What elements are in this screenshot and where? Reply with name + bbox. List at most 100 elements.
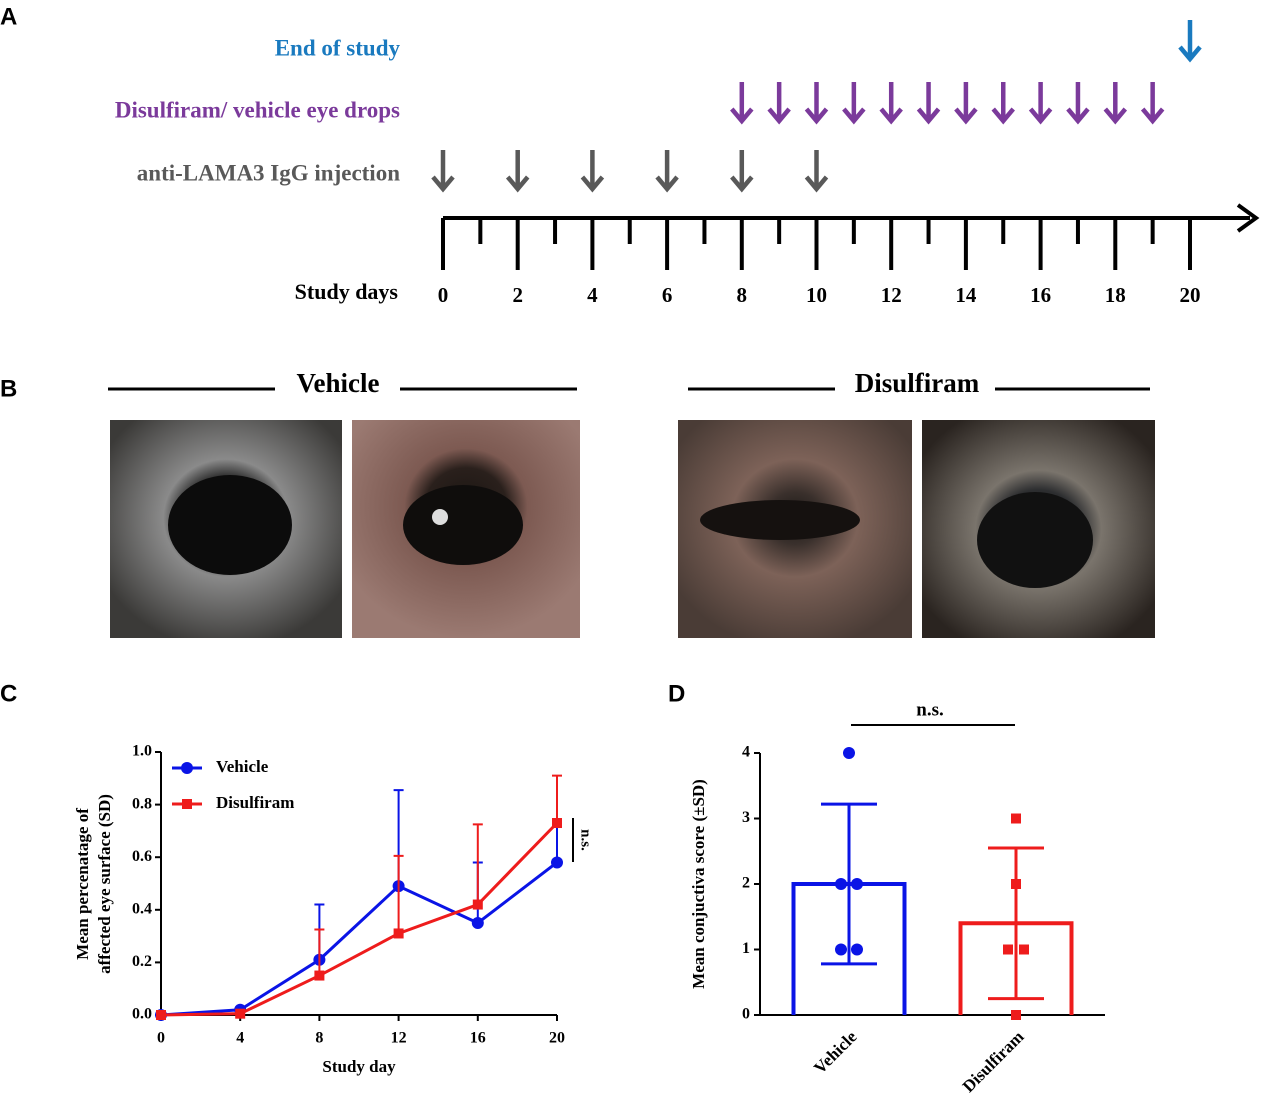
eye-pupil: [700, 500, 860, 540]
event-arrow: [767, 82, 791, 125]
legend-label: Disulfiram: [216, 793, 294, 812]
day-label: 14: [955, 283, 977, 307]
panel-label: A: [0, 3, 17, 30]
y-tick-label: 2: [742, 875, 750, 892]
eye-highlight: [432, 509, 448, 525]
point: [181, 762, 193, 774]
x-tick-label: Disulfiram: [959, 1027, 1028, 1096]
y-axis-label: Mean percenatage of: [73, 808, 92, 960]
y-tick-label: 4: [742, 744, 750, 761]
point: [1011, 879, 1021, 889]
point: [182, 799, 192, 809]
eye-pupil: [977, 492, 1093, 588]
panel-label: D: [668, 680, 685, 707]
series-line: [160, 861, 558, 1017]
timeline: 0 2 4 6 8 10 12 14 16 18 20 Study days End of study D…: [115, 20, 1260, 307]
error-bar: [472, 823, 483, 905]
error-bar: [988, 846, 1044, 1001]
y-axis-label: affected eye surface (SD): [95, 794, 114, 974]
y-tick-label: 0.2: [132, 953, 152, 970]
point: [851, 943, 863, 956]
point: [1003, 944, 1013, 955]
chart-c: 0.0 0.2 0.4 0.6 0.8 1.0 0 4 8 12 16 20 Study day Mean…: [73, 743, 594, 1076]
point: [552, 818, 562, 829]
event-arrow: [431, 150, 455, 193]
group-title: Disulfiram: [855, 368, 980, 398]
annotation: n.s.: [916, 699, 943, 720]
error-bar: [314, 928, 325, 976]
chart-d: 0 1 2 3 4 Mean conjuctiva score (±SD) Vehicle D…: [689, 699, 1105, 1096]
y-tick-label: 0.4: [132, 900, 152, 917]
event-arrow: [991, 82, 1015, 125]
event-arrow: [879, 82, 903, 125]
eye-pupil: [168, 475, 292, 575]
error-bar: [393, 854, 404, 934]
row-label: anti-LAMA3 IgG injection: [137, 160, 400, 185]
day-label: 16: [1030, 283, 1051, 307]
event-arrow: [580, 150, 605, 193]
point: [851, 878, 863, 890]
event-arrow: [1103, 82, 1128, 125]
error-bar: [552, 774, 562, 824]
event-arrow: [1028, 82, 1053, 125]
row-label: End of study: [275, 35, 401, 60]
event-arrow: [1178, 20, 1202, 63]
day-label: 2: [512, 283, 523, 307]
x-tick-label: 8: [315, 1030, 323, 1047]
series-line: [160, 821, 559, 1017]
legend-label: Vehicle: [216, 757, 269, 776]
x-tick-label: 0: [157, 1030, 165, 1047]
x-tick-label: 16: [470, 1030, 486, 1047]
event-arrow: [804, 82, 829, 125]
point: [472, 899, 483, 910]
x-axis-label: Study day: [322, 1057, 396, 1076]
day-label: 0: [438, 283, 449, 307]
event-arrow: [954, 82, 978, 125]
day-label: 8: [737, 283, 748, 307]
x-tick-label: 20: [549, 1030, 565, 1047]
panel-label: B: [0, 375, 17, 402]
group-title: Vehicle: [297, 368, 380, 398]
y-axis-label: Mean conjuctiva score (±SD): [689, 779, 708, 989]
point: [314, 970, 325, 981]
point: [835, 878, 847, 890]
point: [843, 747, 855, 759]
annotation: n.s.: [578, 829, 594, 851]
day-label: 10: [806, 283, 827, 307]
point: [1011, 1010, 1021, 1020]
event-arrow: [916, 82, 941, 125]
point: [471, 916, 484, 929]
error-bar: [821, 802, 877, 966]
y-tick-label: 1.0: [132, 743, 152, 760]
x-tick-label: 4: [236, 1030, 244, 1047]
day-label: 20: [1180, 283, 1201, 307]
point: [835, 943, 847, 956]
x-tick-label: Vehicle: [810, 1027, 861, 1078]
photos: Vehicle Disulfiram: [108, 368, 1155, 638]
point: [1011, 813, 1021, 824]
point: [235, 1008, 246, 1019]
day-label: 12: [881, 283, 902, 307]
y-tick-label: 0.6: [132, 848, 152, 865]
axis-arrowhead: [1236, 203, 1260, 233]
event-arrow: [730, 82, 754, 125]
point: [156, 1010, 166, 1020]
y-tick-label: 3: [742, 809, 750, 826]
y-tick-label: 0: [742, 1006, 750, 1023]
event-arrow: [842, 82, 866, 125]
day-label: 6: [662, 283, 673, 307]
axis-label: Study days: [295, 279, 399, 304]
event-arrow: [1140, 82, 1165, 125]
event-arrow: [804, 150, 829, 193]
point: [1019, 944, 1029, 955]
row-label: Disulfiram/ vehicle eye drops: [115, 97, 400, 122]
event-arrow: [505, 150, 530, 193]
point: [393, 928, 404, 939]
event-arrow: [655, 150, 679, 193]
y-tick-label: 0.8: [132, 795, 152, 812]
panel-label: C: [0, 680, 17, 707]
event-arrow: [730, 150, 754, 193]
y-tick-label: 0.0: [132, 1006, 152, 1023]
eye-pupil: [403, 485, 523, 565]
